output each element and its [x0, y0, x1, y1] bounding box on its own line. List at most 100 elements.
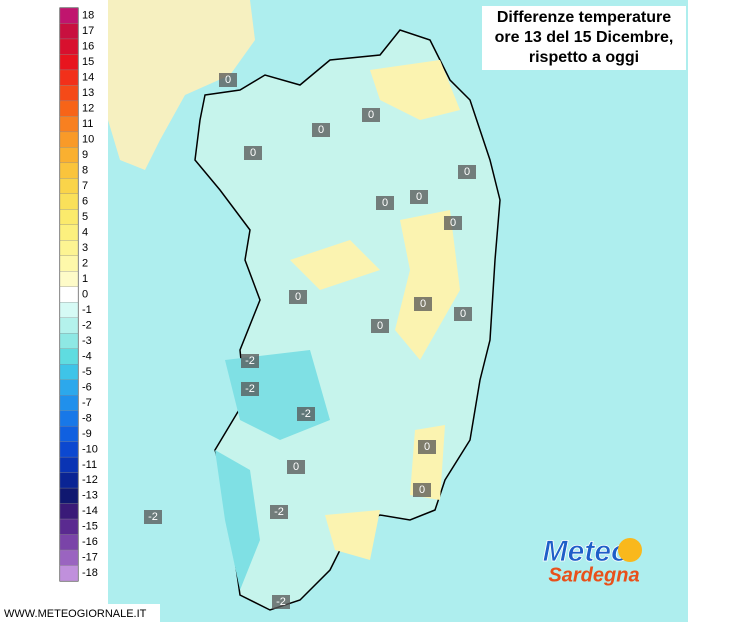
corsica: [108, 0, 255, 170]
legend-swatch: [59, 240, 79, 256]
legend-label: 18: [82, 10, 94, 22]
legend-label: -12: [82, 474, 98, 486]
warm-area: [290, 60, 460, 560]
legend-label: -4: [82, 350, 92, 362]
map-label-box: [289, 290, 307, 304]
map-label-box: [219, 73, 237, 87]
legend-label: 15: [82, 56, 94, 68]
map-label: 0: [419, 484, 425, 496]
legend-label: -13: [82, 490, 98, 502]
map-label: 0: [377, 320, 383, 332]
legend-swatch: [59, 162, 79, 179]
legend-label: -10: [82, 443, 98, 455]
map-label: 0: [450, 217, 456, 229]
legend-swatch: [59, 193, 79, 210]
legend-label: 14: [82, 72, 94, 84]
legend-label: 2: [82, 257, 88, 269]
legend-swatch: [59, 456, 79, 473]
legend-swatch: [59, 534, 79, 551]
legend-label: -17: [82, 552, 98, 564]
legend-label: 8: [82, 165, 88, 177]
legend-label: 12: [82, 103, 94, 115]
legend-label: -8: [82, 412, 92, 424]
map-label-box: [287, 460, 305, 474]
legend-swatch: [59, 178, 79, 194]
legend-swatch: [59, 131, 79, 148]
legend-label: -16: [82, 536, 98, 548]
legend-swatch: [59, 255, 79, 272]
legend-label: 3: [82, 242, 88, 254]
map-label-box: [418, 440, 436, 454]
legend-swatch: [59, 565, 79, 582]
map-label: 0: [416, 191, 422, 203]
legend-swatch: [59, 379, 79, 396]
legend-label: -9: [82, 428, 92, 440]
legend-swatch: [59, 487, 79, 504]
map-label-box: [272, 595, 290, 609]
legend-swatch: [59, 38, 79, 55]
map-label: -2: [148, 511, 158, 523]
map-label-box: [144, 510, 162, 524]
map-label-box: [371, 319, 389, 333]
map-label-box: [410, 190, 428, 204]
legend-swatch: [59, 209, 79, 225]
legend-swatch: [59, 441, 79, 458]
map-label-box: [454, 307, 472, 321]
legend-label: 9: [82, 149, 88, 161]
legend-label: -5: [82, 366, 92, 378]
legend-label: -14: [82, 505, 98, 517]
logo-meteo: Meteo: [543, 535, 630, 568]
map-label-box: [270, 505, 288, 519]
map-label: -2: [245, 355, 255, 367]
legend-label: 0: [82, 288, 88, 300]
legend-label: 16: [82, 41, 94, 53]
title-line: Differenze temperature: [497, 9, 671, 26]
legend-label: -1: [82, 304, 92, 316]
legend-swatch: [59, 286, 79, 303]
legend-swatch: [59, 116, 79, 133]
footer: WWW.METEOGIORNALE.IT: [4, 608, 147, 620]
legend-label: 13: [82, 87, 94, 99]
legend-label: -18: [82, 567, 98, 579]
map-label-box: [241, 382, 259, 396]
map-label: 0: [293, 461, 299, 473]
map-label: 0: [318, 124, 324, 136]
legend-swatch: [59, 518, 79, 535]
map-label: -2: [245, 383, 255, 395]
map-label: 0: [424, 441, 430, 453]
map-label: 0: [420, 298, 426, 310]
logo-sun: [618, 538, 642, 562]
legend-label: -15: [82, 521, 98, 533]
legend-label: -3: [82, 335, 92, 347]
legend-swatch: [59, 348, 79, 365]
map-label-box: [244, 146, 262, 160]
map-label: -2: [276, 596, 286, 608]
legend-label: -6: [82, 381, 92, 393]
map-label-box: [444, 216, 462, 230]
legend-swatch: [59, 7, 79, 24]
legend-swatch: [59, 317, 79, 334]
legend-swatch: [59, 85, 79, 102]
legend-label: 10: [82, 134, 94, 146]
legend-label: 1: [82, 273, 88, 285]
title-box: [482, 6, 686, 70]
legend-swatch: [59, 333, 79, 349]
map-label: 0: [250, 147, 256, 159]
legend-swatch: [59, 410, 79, 427]
title-line: rispetto a oggi: [529, 49, 639, 66]
legend-swatch: [59, 302, 79, 318]
legend-swatch: [59, 395, 79, 411]
map-label: 0: [382, 197, 388, 209]
map-label-box: [297, 407, 315, 421]
legend-label: -7: [82, 397, 92, 409]
legend-swatch: [59, 23, 79, 40]
legend-label: -11: [82, 459, 97, 471]
legend-swatch: [59, 147, 79, 164]
map-label-box: [376, 196, 394, 210]
map-label: 0: [295, 291, 301, 303]
legend-swatch: [59, 271, 79, 287]
legend-label: 5: [82, 211, 88, 223]
legend-swatch: [59, 503, 79, 520]
legend-swatch: [59, 69, 79, 86]
legend-swatch: [59, 549, 79, 566]
